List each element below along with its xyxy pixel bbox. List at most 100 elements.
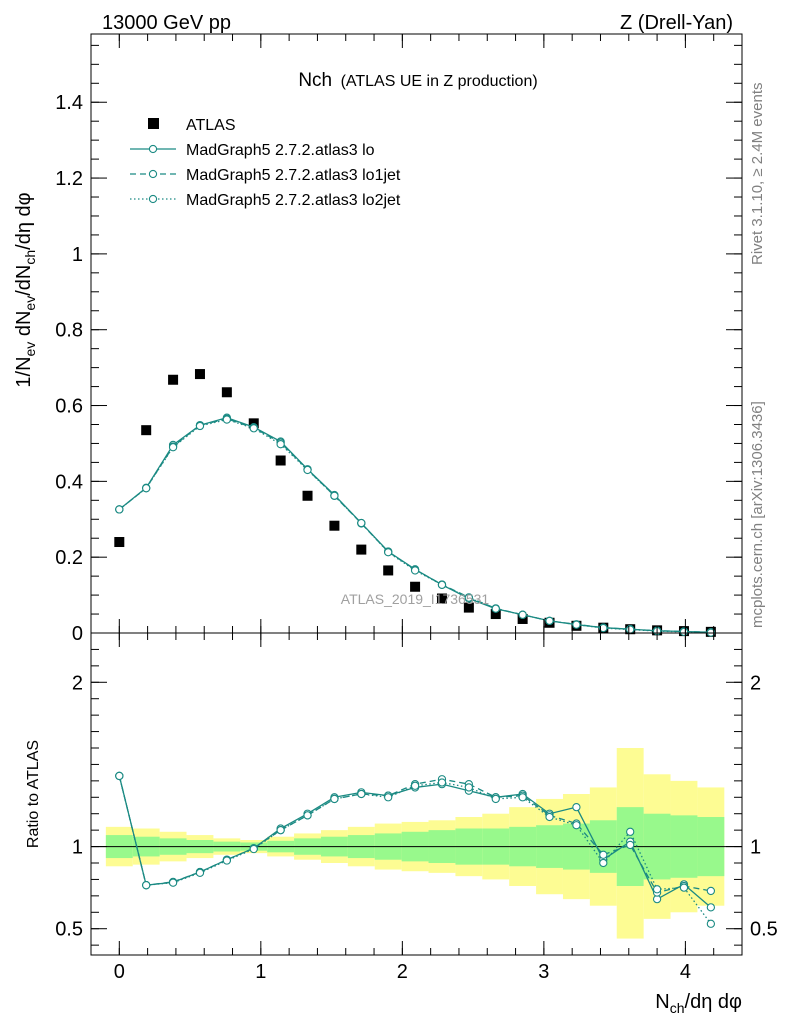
main-ytick-label: 0 xyxy=(72,623,83,645)
mc-point-dotted xyxy=(222,415,232,424)
atlas-data-point xyxy=(356,544,367,555)
ratio-ytick-label-right: 0.5 xyxy=(750,919,778,941)
process-label: Z (Drell-Yan) xyxy=(620,12,733,34)
atlas-data-point xyxy=(436,593,447,604)
ratio-point-dotted xyxy=(222,856,232,865)
main-ytick-label: 1.2 xyxy=(55,168,83,190)
atlas-data-point xyxy=(194,369,205,380)
mc-point-dotted xyxy=(572,620,581,629)
legend-label: MadGraph5 2.7.2.atlas3 lo xyxy=(186,142,375,159)
mc-point-dotted xyxy=(410,566,420,575)
ratio-point-dotted xyxy=(168,878,178,887)
ratio-point-dotted xyxy=(572,821,581,830)
ratio-point-dotted xyxy=(142,881,151,890)
ratio-point-dotted xyxy=(410,781,420,790)
mc-point-dotted xyxy=(679,627,689,637)
mc-point-dotted xyxy=(491,604,500,613)
ratio-ylabel: Ratio to ATLAS xyxy=(25,740,42,848)
ratio-plot-frame xyxy=(90,632,743,956)
atlas-data-point xyxy=(383,565,394,576)
mc-point-dotted xyxy=(249,424,258,433)
energy-label: 13000 GeV pp xyxy=(102,12,231,34)
mc-point-dotted xyxy=(518,610,527,619)
ratio-point-dotted xyxy=(357,789,366,799)
x-axis-label: Nch/dη dφ xyxy=(655,991,742,1016)
ratio-point-dotted xyxy=(626,827,635,836)
atlas-data-point xyxy=(141,425,152,436)
main-ytick-label: 0.8 xyxy=(55,320,83,342)
atlas-data-point xyxy=(463,602,474,613)
atlas-data-point xyxy=(114,537,125,548)
atlas-data-point xyxy=(410,581,421,592)
ratio-point-solid xyxy=(706,903,716,912)
mc-point-dotted xyxy=(464,593,474,602)
main-ytick-label: 1.4 xyxy=(55,92,83,114)
mc-point-dotted xyxy=(168,443,178,452)
ratio-point-dotted xyxy=(652,885,662,894)
mc-point-dotted xyxy=(330,491,339,500)
ratio-point-solid xyxy=(572,802,581,812)
ratio-point-dashed xyxy=(706,886,716,896)
rivet-label: Rivet 3.1.10, ≥ 2.4M events xyxy=(749,83,766,266)
mc-point-dotted xyxy=(599,623,608,633)
atlas-data-point xyxy=(168,374,179,385)
ratio-point-dotted xyxy=(249,844,258,854)
ratio-point-dotted xyxy=(195,868,205,878)
ratio-ytick-label: 2 xyxy=(72,672,83,694)
ratio-point-dotted xyxy=(491,794,500,804)
ratio-ytick-label: 0.5 xyxy=(55,919,83,941)
atlas-data-point xyxy=(517,613,528,624)
ratio-ytick-label: 1 xyxy=(72,837,83,859)
xtick-label: 2 xyxy=(397,961,408,983)
ratio-point-dashed xyxy=(626,840,635,850)
xtick-label: 4 xyxy=(680,961,691,983)
ratio-point-dotted xyxy=(303,811,312,820)
main-title: Nch (ATLAS UE in Z production) xyxy=(298,70,537,91)
ratio-point-dotted xyxy=(706,919,716,928)
mc-point-dotted xyxy=(115,505,124,514)
legend-marker-dashed xyxy=(148,169,158,179)
mc-point-dotted xyxy=(437,580,447,590)
xtick-label: 3 xyxy=(538,961,549,983)
mc-point-dotted xyxy=(384,548,393,557)
legend-label: MadGraph5 2.7.2.atlas3 lo1jet xyxy=(186,167,401,184)
atlas-data-point xyxy=(221,387,232,398)
xtick-label: 1 xyxy=(255,961,266,983)
mc-point-dotted xyxy=(142,484,151,493)
main-title-sub: (ATLAS UE in Z production) xyxy=(341,73,538,90)
mcplots-label: mcplots.cern.ch [arXiv:1306.3436] xyxy=(749,401,766,628)
atlas-data-point xyxy=(329,520,340,531)
mc-line-dotted xyxy=(118,418,711,634)
legend-label: ATLAS xyxy=(186,117,236,134)
mc-point-dotted xyxy=(626,625,635,634)
mc-point-dotted xyxy=(357,518,366,528)
ratio-point-dashed xyxy=(599,850,608,859)
ratio-ytick-label-right: 2 xyxy=(750,672,761,694)
mc-point-dotted xyxy=(276,440,285,449)
mc-point-dotted xyxy=(303,465,312,475)
ratio-point-dotted xyxy=(518,793,527,802)
legend-marker-dotted xyxy=(148,194,158,204)
ratio-point-dotted xyxy=(276,825,285,835)
ratio-point-dotted xyxy=(384,793,393,802)
ratio-point-dotted xyxy=(330,794,339,804)
main-ytick-label: 1 xyxy=(72,244,83,266)
ratio-point-dotted xyxy=(679,883,689,892)
main-ytick-label: 0.4 xyxy=(55,471,83,493)
ratio-point-dotted xyxy=(464,783,474,792)
main-ylabel: 1/Nev dNev/dNch/dη dφ xyxy=(13,192,38,387)
legend-marker-solid xyxy=(148,144,158,154)
ratio-point-dotted xyxy=(115,771,124,781)
ratio-ytick-label-right: 1 xyxy=(750,837,761,859)
ratio-point-dotted xyxy=(545,812,554,822)
ratio-point-dotted xyxy=(437,778,447,787)
atlas-data-point xyxy=(275,455,286,466)
main-ytick-label: 0.2 xyxy=(55,547,83,569)
atlas-data-point xyxy=(490,609,501,620)
atlas-data-point xyxy=(302,490,313,501)
main-ytick-label: 0.6 xyxy=(55,396,83,418)
legend-label: MadGraph5 2.7.2.atlas3 lo2jet xyxy=(186,192,401,209)
legend-marker-atlas xyxy=(148,118,159,129)
ratio-point-dotted xyxy=(599,858,608,868)
